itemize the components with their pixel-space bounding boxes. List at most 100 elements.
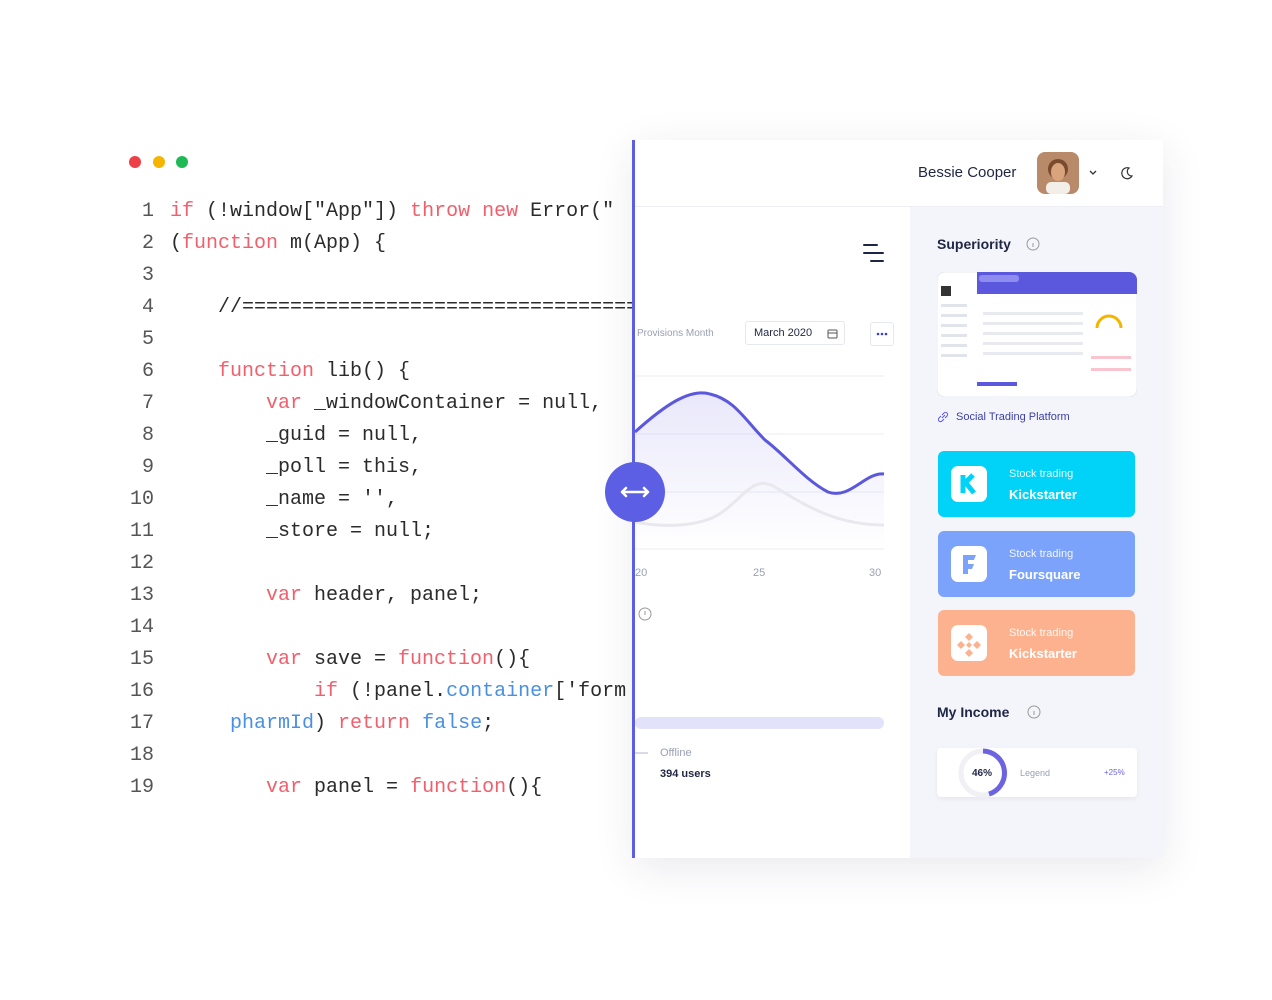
code-line: function lib() { — [170, 360, 410, 383]
code-line: _poll = this, — [170, 456, 422, 479]
code-token — [410, 712, 422, 735]
code-token: (){ — [506, 776, 543, 799]
code-token: ( — [170, 232, 183, 255]
link-icon — [937, 411, 949, 423]
status-count: 394 users — [660, 768, 711, 780]
code-line: (function m(App) { — [170, 232, 386, 255]
top-bar: Bessie Cooper — [635, 140, 1163, 207]
card-icon — [951, 545, 987, 582]
line-number: 14 — [129, 616, 154, 639]
progress-bar — [635, 717, 884, 729]
card-subtitle: Stock trading — [1009, 547, 1074, 560]
split-handle[interactable] — [600, 457, 672, 529]
chart-label: Provisions Month — [637, 328, 714, 339]
card-icon — [951, 466, 987, 502]
platform-thumbnail[interactable] — [937, 272, 1137, 397]
line-number: 2 — [141, 232, 154, 255]
line-number: 13 — [129, 584, 154, 607]
code-token — [170, 776, 266, 799]
code-token: _name = '', — [170, 488, 399, 511]
theme-toggle[interactable] — [1119, 165, 1135, 181]
code-line: if (!window["App"]) throw new Error(" — [170, 200, 614, 223]
code-token — [170, 392, 266, 415]
line-number: 19 — [129, 776, 154, 799]
trading-card[interactable]: Stock trading Foursquare — [938, 530, 1135, 597]
x-label: 30 — [869, 567, 882, 579]
code-token — [170, 648, 266, 671]
line-primary — [635, 391, 885, 495]
line-number: 6 — [141, 360, 154, 383]
section-title: My Income — [937, 704, 1010, 720]
calendar-icon — [827, 329, 838, 339]
user-name: Bessie Cooper — [918, 164, 1017, 181]
period-select[interactable]: March 2020 — [745, 321, 845, 345]
line-number: 1 — [141, 200, 154, 223]
code-token: ['form — [554, 680, 627, 703]
line-number: 10 — [129, 488, 154, 511]
menu-button[interactable] — [863, 243, 887, 265]
avatar[interactable] — [1037, 152, 1079, 194]
info-icon — [1027, 705, 1041, 719]
card-subtitle: Stock trading — [1009, 468, 1074, 480]
code-line: var header, panel; — [170, 584, 482, 607]
logo — [960, 473, 976, 495]
code-token: lib() { — [314, 360, 411, 383]
code-token: var — [266, 776, 303, 799]
status-label: Offline — [660, 747, 692, 759]
code-token — [170, 360, 218, 383]
card-title: Foursquare — [1009, 566, 1081, 582]
code-token: var — [266, 392, 303, 415]
line-number: 18 — [129, 744, 154, 767]
code-token — [170, 712, 230, 735]
code-token: if — [314, 680, 339, 703]
code-line: //================================== — [170, 296, 632, 319]
code-line: _store = null; — [170, 520, 434, 543]
sidebar: Superiority Social Trading Platform Stoc… — [910, 207, 1163, 858]
dots-icon — [876, 332, 888, 336]
code-token: container — [446, 680, 555, 703]
code-token: var — [266, 648, 303, 671]
line-number: 8 — [141, 424, 154, 447]
legend-marker — [635, 752, 648, 754]
line-number: 9 — [141, 456, 154, 479]
code-token: header, panel; — [302, 584, 483, 607]
line-number: 3 — [141, 264, 154, 287]
line-secondary — [635, 481, 885, 527]
area — [635, 392, 884, 549]
line-number: 11 — [129, 520, 154, 543]
code-line: _name = '', — [170, 488, 398, 511]
section-title: Superiority — [937, 236, 1011, 252]
code-token: Error(" — [518, 200, 615, 223]
code-token: function — [218, 360, 315, 383]
line-number: 7 — [141, 392, 154, 415]
code-token: pharmId — [230, 712, 315, 735]
dropdown-chevron[interactable] — [1088, 168, 1098, 178]
trading-card[interactable]: Stock trading Kickstarter — [938, 610, 1135, 676]
trading-card[interactable]: Stock trading Kickstarter — [938, 451, 1135, 517]
chart — [635, 375, 885, 550]
platform-link[interactable]: Social Trading Platform — [956, 411, 1070, 423]
line-number: 15 — [129, 648, 154, 671]
code-token: //================================== — [170, 296, 632, 319]
code-token: function — [410, 776, 507, 799]
dashboard: Bessie Cooper Provisions Month March 202… — [635, 140, 1163, 858]
card-icon — [951, 625, 987, 661]
code-token: function — [398, 648, 495, 671]
code-line: pharmId) return false; — [170, 712, 494, 735]
code-token: _windowContainer = null, — [302, 392, 603, 415]
card-subtitle: Stock trading — [1009, 627, 1074, 639]
donut — [958, 748, 1008, 798]
line-number: 5 — [141, 328, 154, 351]
code-token: return — [338, 712, 411, 735]
income-legend: Legend — [1020, 768, 1051, 778]
line-number: 12 — [129, 552, 154, 575]
line-number: 16 — [129, 680, 154, 703]
code-token — [170, 680, 314, 703]
code-token: throw new — [410, 200, 519, 223]
line-number: 4 — [141, 296, 154, 319]
code-token: if — [170, 200, 195, 223]
code-token: (!panel. — [338, 680, 447, 703]
more-button[interactable] — [870, 322, 894, 346]
